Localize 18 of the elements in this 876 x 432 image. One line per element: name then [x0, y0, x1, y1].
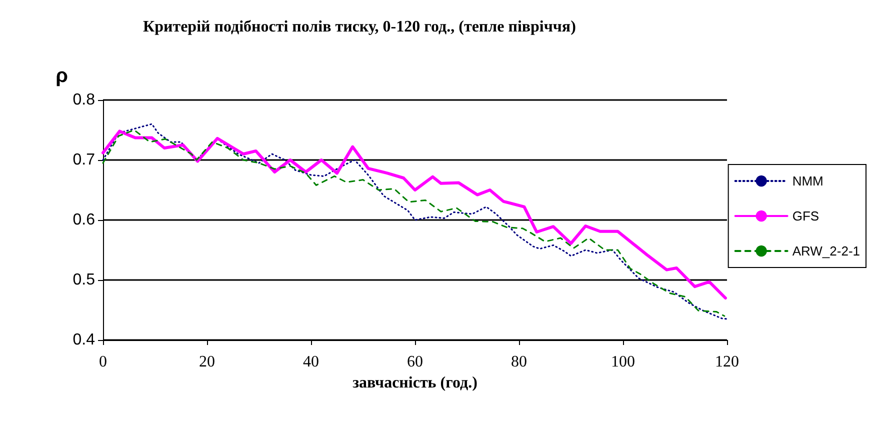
y-tick-label: 0.4: [72, 332, 96, 348]
x-tick-label: 40: [303, 354, 319, 370]
x-tick-label: 80: [511, 354, 527, 370]
y-tick-label: 0.5: [72, 272, 96, 288]
y-tick-label: 0.6: [72, 212, 96, 228]
x-tick-label: 0: [99, 354, 107, 370]
y-tick-label: 0.7: [72, 152, 96, 168]
x-tick-label: 120: [715, 354, 739, 370]
x-tick-label: 20: [199, 354, 215, 370]
x-tick-label: 60: [407, 354, 423, 370]
x-tick-label: 100: [611, 354, 635, 370]
y-axis-title: ρ: [56, 65, 68, 87]
chart-title: Критерій подібності полів тиску, 0-120 год., (тепле півріччя): [143, 18, 576, 36]
x-axis-title: завчасність (год.): [352, 374, 478, 392]
legend-label: NMM: [792, 174, 824, 188]
y-tick-label: 0.8: [72, 92, 96, 108]
legend-label: GFS: [792, 208, 820, 224]
legend-label: ARW_2-2-1: [792, 244, 860, 258]
